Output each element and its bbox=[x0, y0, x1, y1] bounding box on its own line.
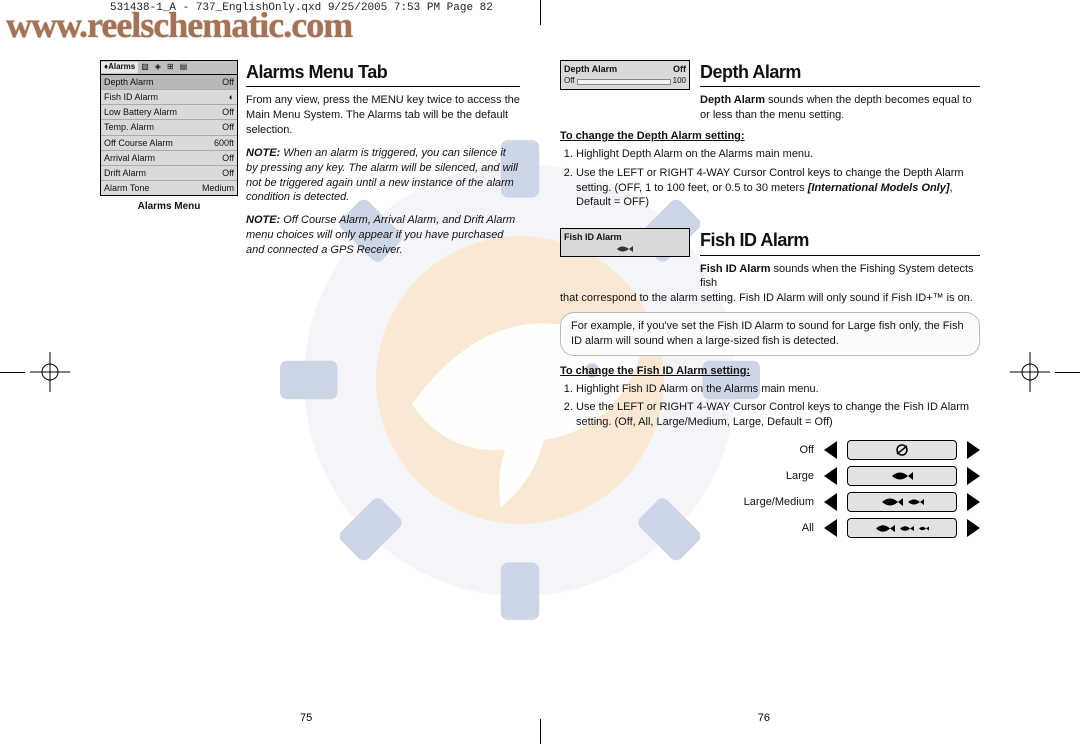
page-number-left: 75 bbox=[300, 712, 312, 724]
arrow-right-icon bbox=[967, 493, 980, 511]
depth-change-subhead: To change the Depth Alarm setting: bbox=[560, 129, 980, 144]
menu-row: Drift AlarmOff bbox=[101, 166, 237, 181]
off-circle-icon bbox=[894, 443, 910, 457]
fish-steps: Highlight Fish ID Alarm on the Alarms ma… bbox=[576, 382, 980, 431]
title-rule bbox=[246, 86, 520, 87]
menu-row: Depth AlarmOff bbox=[101, 75, 237, 90]
fish-option-all-pill bbox=[847, 518, 957, 538]
fish-id-desc-cont: that correspond to the alarm setting. Fi… bbox=[560, 291, 980, 306]
arrow-left-icon bbox=[824, 493, 837, 511]
menu-tab-icon: ⊞ bbox=[164, 62, 177, 73]
title-rule bbox=[700, 255, 980, 256]
menu-row: Arrival AlarmOff bbox=[101, 151, 237, 166]
fish-small-icon bbox=[918, 524, 930, 533]
fish-option-largemed-pill bbox=[847, 492, 957, 512]
arrow-right-icon bbox=[967, 441, 980, 459]
left-column: ♦Alarms ▧ ◈ ⊞ ▤ Depth AlarmOff Fish ID A… bbox=[100, 60, 520, 694]
menu-tab-icon: ▧ bbox=[138, 62, 152, 73]
fish-option-label: Off bbox=[724, 443, 814, 458]
menu-row: Off Course Alarm600ft bbox=[101, 136, 237, 151]
fish-id-title: Fish ID Alarm bbox=[700, 228, 980, 252]
alarms-menu-screenshot: ♦Alarms ▧ ◈ ⊞ ▤ Depth AlarmOff Fish ID A… bbox=[100, 60, 238, 214]
menu-row: Low Battery AlarmOff bbox=[101, 105, 237, 120]
registration-mark-right bbox=[1010, 352, 1050, 392]
arrow-right-icon bbox=[967, 519, 980, 537]
fish-id-screenshot: Fish ID Alarm bbox=[560, 228, 690, 257]
note-gps: NOTE: Off Course Alarm, Arrival Alarm, a… bbox=[246, 213, 520, 258]
fish-large-icon bbox=[874, 522, 896, 535]
arrow-right-icon bbox=[967, 467, 980, 485]
crop-mark-left bbox=[0, 372, 25, 373]
fish-medium-icon bbox=[899, 523, 915, 534]
menu-tab-icon: ▤ bbox=[177, 62, 191, 73]
crop-mark-top bbox=[540, 0, 541, 25]
menu-row: Alarm ToneMedium bbox=[101, 181, 237, 195]
intro-paragraph: From any view, press the MENU key twice … bbox=[246, 93, 520, 138]
crop-mark-bottom bbox=[540, 719, 541, 744]
fish-large-icon bbox=[880, 495, 904, 509]
depth-step-1: Highlight Depth Alarm on the Alarms main… bbox=[576, 147, 980, 162]
page-number-right: 76 bbox=[758, 712, 770, 724]
menu-row: Temp. AlarmOff bbox=[101, 120, 237, 135]
crop-mark-right bbox=[1055, 372, 1080, 373]
page-root: 531438-1_A - 737_EnglishOnly.qxd 9/25/20… bbox=[0, 0, 1080, 744]
menu-tab-icon: ◈ bbox=[152, 62, 164, 73]
fish-option-row: All bbox=[560, 518, 980, 538]
fish-large-icon bbox=[890, 469, 914, 483]
fish-medium-icon bbox=[907, 496, 925, 508]
fish-option-row: Off bbox=[560, 440, 980, 460]
alarms-tab: ♦Alarms bbox=[101, 62, 138, 73]
content-area: ♦Alarms ▧ ◈ ⊞ ▤ Depth AlarmOff Fish ID A… bbox=[100, 60, 980, 694]
depth-alarm-screenshot: Depth AlarmOff Off100 bbox=[560, 60, 690, 90]
depth-step-2: Use the LEFT or RIGHT 4-WAY Cursor Contr… bbox=[576, 166, 980, 211]
arrow-left-icon bbox=[824, 441, 837, 459]
fish-change-subhead: To change the Fish ID Alarm setting: bbox=[560, 364, 980, 379]
arrow-left-icon bbox=[824, 467, 837, 485]
menu-row: Fish ID Alarm◐ bbox=[101, 90, 237, 105]
fish-option-row: Large bbox=[560, 466, 980, 486]
fish-step-2: Use the LEFT or RIGHT 4-WAY Cursor Contr… bbox=[576, 400, 980, 430]
title-rule bbox=[700, 86, 980, 87]
registration-mark-left bbox=[30, 352, 70, 392]
fish-step-1: Highlight Fish ID Alarm on the Alarms ma… bbox=[576, 382, 980, 397]
fish-id-desc-first: Fish ID Alarm sounds when the Fishing Sy… bbox=[700, 262, 980, 292]
depth-alarm-title: Depth Alarm bbox=[700, 60, 980, 84]
depth-steps: Highlight Depth Alarm on the Alarms main… bbox=[576, 147, 980, 210]
fish-option-label: Large bbox=[724, 469, 814, 484]
fish-option-chart: Off Large bbox=[560, 440, 980, 538]
fish-example-box: For example, if you've set the Fish ID A… bbox=[560, 312, 980, 356]
menu-caption: Alarms Menu bbox=[100, 200, 238, 214]
right-column: Depth AlarmOff Off100 Depth Alarm Depth … bbox=[560, 60, 980, 694]
fish-option-large-pill bbox=[847, 466, 957, 486]
alarms-menu-tab-title: Alarms Menu Tab bbox=[246, 60, 520, 84]
fish-option-off-pill bbox=[847, 440, 957, 460]
fish-option-label: All bbox=[724, 521, 814, 536]
fish-id-alarm-section: Fish ID Alarm Fish ID Alarm Fish ID Alar… bbox=[560, 228, 980, 538]
note-silence: NOTE: When an alarm is triggered, you ca… bbox=[246, 146, 520, 205]
depth-alarm-desc: Depth Alarm sounds when the depth become… bbox=[700, 93, 980, 123]
arrow-left-icon bbox=[824, 519, 837, 537]
fish-option-label: Large/Medium bbox=[724, 495, 814, 510]
fish-icon bbox=[616, 244, 634, 254]
depth-alarm-section: Depth AlarmOff Off100 Depth Alarm Depth … bbox=[560, 60, 980, 210]
watermark-url: www.reelschematic.com bbox=[6, 4, 352, 46]
fish-option-row: Large/Medium bbox=[560, 492, 980, 512]
